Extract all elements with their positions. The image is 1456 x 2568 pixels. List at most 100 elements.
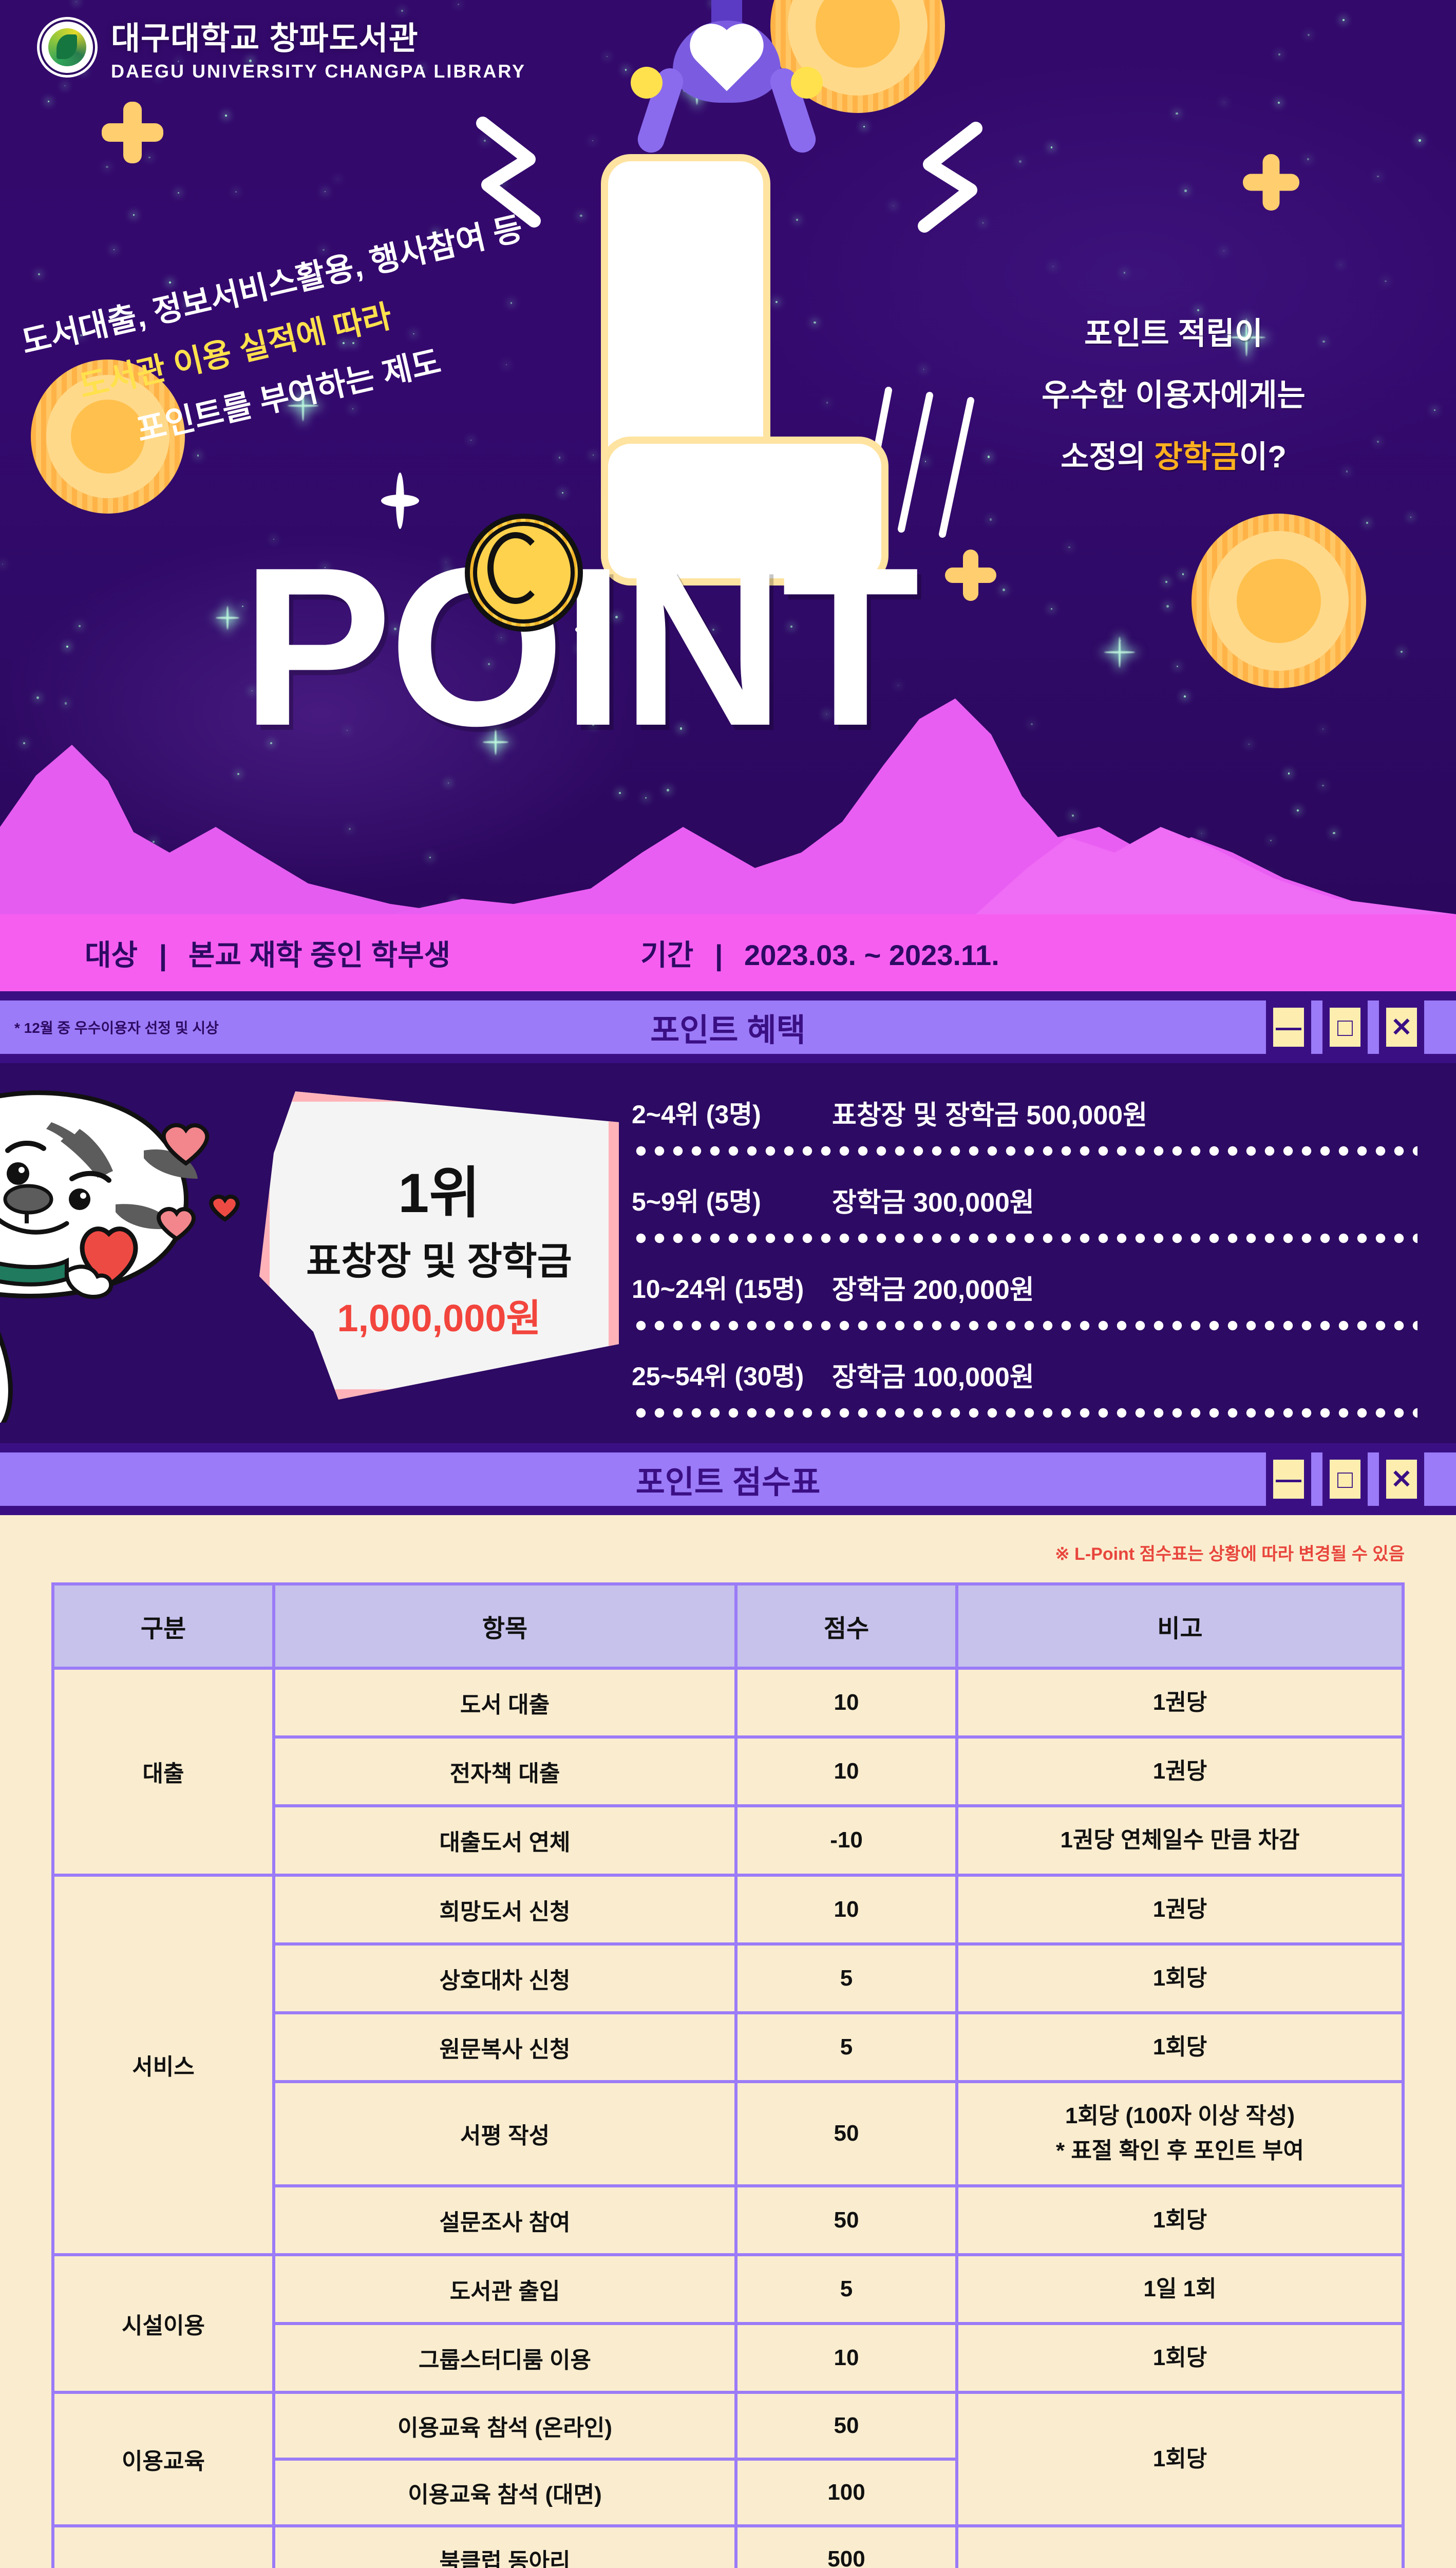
table-row: 그룹스터디룸 이용 10 1회당: [53, 2321, 1405, 2394]
table-row: 전자책 대출 10 1권당: [53, 1735, 1405, 1808]
prize-row: 25~54위 (30명) 장학금 100,000원: [632, 1344, 1417, 1405]
target-value: 본교 재학 중인 학부생: [188, 938, 451, 971]
prize-divider: [632, 1320, 1417, 1331]
brand-name-korean: 대구대학교 창파도서관: [111, 21, 419, 56]
row-score: 50: [734, 2184, 958, 2256]
row-item: 전자책 대출: [272, 1735, 738, 1808]
row-note: 1회당 (100자 이상 작성) * 표절 확인 후 포인트 부여: [955, 2080, 1405, 2187]
row-score: 50: [734, 2391, 958, 2461]
brand-name-english: DAEGU UNIVERSITY CHANGPA LIBRARY: [111, 61, 526, 82]
prize-row: 2~4위 (3명) 표창장 및 장학금 500,000원: [632, 1082, 1417, 1143]
brand-lockup: 대구대학교 창파도서관 DAEGU UNIVERSITY CHANGPA LIB…: [37, 12, 526, 82]
prize-rank: 5~9위 (5명): [632, 1187, 761, 1216]
score-table-card: ※ L-Point 점수표는 상황에 따라 변경될 수 있음 구분 항목 점수 비고 …: [0, 1515, 1456, 2568]
row-group: 이용교육: [51, 2391, 275, 2528]
row-group: 시설이용: [51, 2253, 275, 2394]
mountain-silhouette: [0, 698, 1456, 914]
row-item: 서평 작성: [272, 2080, 738, 2187]
row-group: 도서관 행사: [51, 2524, 275, 2568]
first-place-bubble: 1위 표창장 및 장학금 1,000,000원: [259, 1091, 619, 1400]
row-note: 1권당: [955, 1666, 1405, 1739]
row-item: 이용교육 참석 (온라인): [272, 2391, 738, 2461]
minimize-icon: —: [1276, 1465, 1301, 1494]
university-seal-icon: [37, 17, 98, 78]
banner-separator: |: [714, 938, 723, 971]
plus-decoration-icon: [102, 102, 163, 163]
minimize-button[interactable]: —: [1266, 1000, 1311, 1054]
prize-amount: 표창장 및 장학금 500,000원: [832, 1100, 1148, 1130]
close-button[interactable]: ✕: [1379, 1000, 1424, 1054]
minimize-button[interactable]: —: [1266, 1452, 1311, 1506]
prize-list: 2~4위 (3명) 표창장 및 장학금 500,000원 5~9위 (5명) 장학금 …: [632, 1082, 1417, 1431]
prize-row: 5~9위 (5명) 장학금 300,000원: [632, 1169, 1417, 1231]
column-header-4: 비고: [955, 1582, 1405, 1670]
table-row: 대출도서 연체 -10 1권당 연체일수 만큼 차감: [53, 1804, 1405, 1877]
table-row: 이용교육 이용교육 참석 (온라인) 50 1회당: [51, 2391, 1405, 2528]
benefit-body: 1위 표창장 및 장학금 1,000,000원 2~4위 (3명) 표창장 및 장…: [0, 1063, 1456, 1443]
close-icon: ✕: [1391, 1013, 1412, 1042]
prize-row: 10~24위 (15명) 장학금 200,000원: [632, 1256, 1417, 1318]
tiger-mascot-icon: [0, 1090, 240, 1423]
table-row: 대출 도서 대출 10 1권당: [51, 1666, 1405, 1877]
maximize-button[interactable]: □: [1322, 1452, 1368, 1506]
close-button[interactable]: ✕: [1379, 1452, 1424, 1506]
row-note: 1권당 연체일수 만큼 차감: [955, 1804, 1405, 1877]
row-score: 10: [734, 1873, 958, 1946]
period-label: 기간: [640, 938, 694, 971]
row-note: 1권당: [955, 1735, 1405, 1808]
prize-rank: 2~4위 (3명): [632, 1100, 761, 1129]
table-row: 이용교육 참석 (대면) 100: [53, 2458, 1403, 2528]
window-controls: — □ ✕: [1266, 1452, 1424, 1506]
row-score: 100: [734, 2458, 958, 2528]
first-place-desc: 표창장 및 장학금: [306, 1240, 572, 1282]
row-item: 설문조사 참여: [272, 2184, 738, 2256]
row-item: 도서 대출: [272, 1666, 738, 1739]
row-score: 10: [734, 1735, 958, 1808]
target-label: 대상: [85, 938, 138, 971]
row-note: 1회당: [955, 2184, 1405, 2256]
table-row: 도서관 행사북클럽 동아리500행사 참여자 전원포인트 부여: [51, 2524, 1405, 2568]
point-coin-icon: [465, 514, 583, 632]
prize-amount: 장학금 200,000원: [832, 1275, 1034, 1305]
minimize-icon: —: [1276, 1013, 1301, 1042]
table-row: 설문조사 참여 50 1회당: [53, 2184, 1405, 2256]
benefit-note: * 12월 중 우수이용자 선정 및 시상: [14, 1020, 219, 1036]
table-row: 원문복사 신청 5 1회당: [53, 2011, 1405, 2084]
table-row: 상호대차 신청 5 1회당: [53, 1942, 1405, 2014]
scholarship-teaser-line1: 포인트 적립이: [1084, 316, 1263, 351]
maximize-button[interactable]: □: [1322, 1000, 1368, 1054]
benefit-section-header: * 12월 중 우수이용자 선정 및 시상 포인트 혜택 — □ ✕: [0, 991, 1456, 1063]
table-row: 시설이용 도서관 출입 5 1일 1회: [51, 2253, 1405, 2394]
claw-machine-icon: [616, 0, 837, 205]
row-item: 대출도서 연체: [272, 1804, 738, 1877]
score-table-caution: ※ L-Point 점수표는 상황에 따라 변경될 수 있음: [1055, 1544, 1405, 1564]
row-score: 5: [734, 1942, 958, 2014]
row-item: 도서관 출입: [272, 2253, 738, 2325]
row-item: 상호대차 신청: [272, 1942, 738, 2014]
window-controls: — □ ✕: [1266, 1000, 1424, 1054]
prize-rank: 25~54위 (30명): [632, 1362, 804, 1391]
banner-separator: |: [159, 938, 167, 971]
wordmark-letter-l: [601, 154, 888, 586]
prize-amount: 장학금 100,000원: [832, 1362, 1034, 1392]
benefit-section-title: 포인트 혜택: [650, 1013, 806, 1048]
table-row: 서평 작성 50 1회당 (100자 이상 작성) * 표절 확인 후 포인트 부여: [53, 2080, 1405, 2187]
period: 기간 | 2023.03. ~ 2023.11.: [640, 932, 999, 974]
row-note: 1회당: [955, 1942, 1405, 2014]
prize-divider: [632, 1407, 1417, 1419]
close-icon: ✕: [1391, 1465, 1412, 1494]
row-item: 원문복사 신청: [272, 2011, 738, 2084]
coin-decoration-icon: [1192, 514, 1366, 688]
column-header-3: 점수: [734, 1582, 958, 1670]
row-note: 행사 참여자 전원포인트 부여: [955, 2524, 1405, 2568]
row-item: 희망도서 신청: [272, 1873, 738, 1946]
table-row: 서비스 희망도서 신청 10 1권당: [51, 1873, 1405, 2256]
row-score: 50: [734, 2080, 958, 2187]
scholarship-teaser-line3: 소정의 장학금이?: [1061, 440, 1287, 474]
maximize-icon: □: [1337, 1013, 1353, 1042]
plus-decoration-icon: [945, 550, 996, 601]
prize-divider: [632, 1145, 1417, 1157]
score-section-title: 포인트 점수표: [635, 1465, 821, 1500]
scholarship-teaser: 포인트 적립이 우수한 이용자에게는 소정의 장학금이?: [973, 303, 1374, 488]
score-section-header: 포인트 점수표 — □ ✕: [0, 1443, 1456, 1515]
